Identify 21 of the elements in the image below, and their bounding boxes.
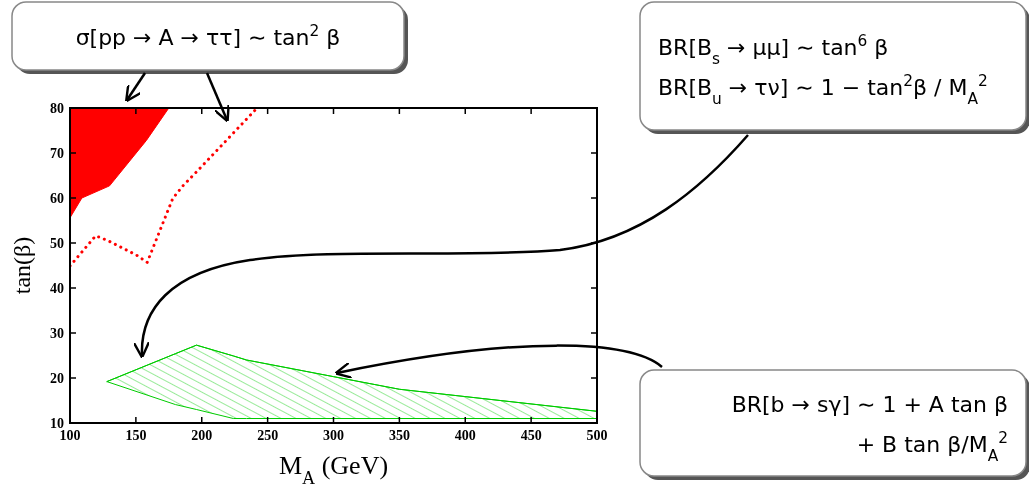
x-tick-label: 500 [586, 428, 608, 443]
y-axis-title: tan(β) [9, 236, 35, 295]
y-tick-label: 80 [50, 101, 64, 116]
x-tick-label: 300 [323, 428, 344, 443]
y-tick-label: 40 [50, 281, 64, 296]
y-tick-label: 60 [50, 191, 64, 206]
x-tick-label: 450 [520, 428, 542, 443]
x-tick-label: 150 [125, 428, 147, 443]
x-tick-label: 100 [59, 428, 81, 443]
x-axis-title: M$_{A}$ (GeV) [278, 451, 389, 485]
y-tick-label: 10 [50, 416, 64, 431]
x-tick-label: 400 [454, 428, 476, 443]
line-series [70, 108, 259, 268]
y-tick-label: 50 [50, 236, 64, 251]
text: σ[pp → A → ττ] ∼ tan$^{2}$ β [75, 22, 341, 50]
x-tick-label: 200 [191, 428, 213, 443]
x-tick-label: 350 [388, 428, 410, 443]
y-tick-label: 70 [50, 146, 64, 161]
y-tick-label: 20 [50, 371, 64, 386]
x-tick-label: 250 [257, 428, 279, 443]
y-tick-label: 30 [50, 326, 64, 341]
